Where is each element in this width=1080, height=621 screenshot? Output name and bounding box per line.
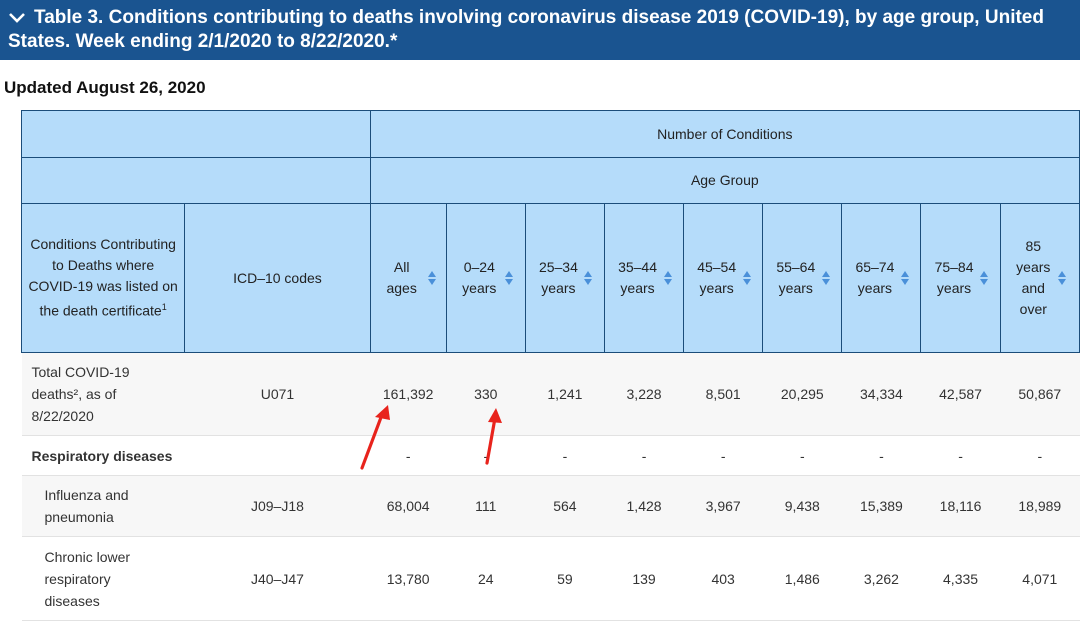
header-age-label: 35–44 years bbox=[618, 259, 658, 296]
cell-value: 50,867 bbox=[1000, 352, 1080, 436]
cell-value: 9,438 bbox=[762, 475, 842, 537]
red-arrow-annotation bbox=[360, 405, 390, 470]
table-row: Respiratory diseases - - - - - - - - - bbox=[21, 435, 1080, 476]
header-age-label: 45–54 years bbox=[697, 259, 737, 296]
cell-value: 403 bbox=[683, 536, 763, 621]
row-icd-code: U071 bbox=[184, 352, 371, 436]
sort-icon[interactable] bbox=[900, 270, 910, 286]
row-icd-code: J40–J47 bbox=[184, 536, 371, 621]
header-age-label: All ages bbox=[386, 259, 417, 296]
row-label: Respiratory diseases bbox=[21, 435, 185, 476]
sort-icon[interactable] bbox=[742, 270, 752, 286]
cell-value: 1,428 bbox=[604, 475, 684, 537]
cell-value: 330 bbox=[446, 352, 526, 436]
header-age-label: 0–24 years bbox=[462, 259, 497, 296]
cell-value: - bbox=[762, 435, 842, 476]
header-age-col[interactable]: 85 years and over bbox=[999, 203, 1080, 353]
row-icd-code: J09–J18 bbox=[184, 475, 371, 537]
cell-value: 24 bbox=[446, 536, 526, 621]
header-age-col[interactable]: 35–44 years bbox=[603, 203, 685, 353]
header-age-label: 85 years and over bbox=[1016, 238, 1051, 317]
cell-value: 4,335 bbox=[920, 536, 1001, 621]
table-row: Chronic lower respiratory diseases J40–J4… bbox=[21, 536, 1080, 621]
table-row: Total COVID-19 deaths², as of 8/22/2020 U… bbox=[21, 352, 1080, 436]
chevron-down-icon bbox=[9, 13, 25, 23]
table-row: Influenza and pneumonia J09–J18 68,004 111 5… bbox=[21, 475, 1080, 537]
cell-value: - bbox=[525, 435, 605, 476]
header-number-of-conditions: Number of Conditions bbox=[369, 110, 1080, 158]
header-age-label: 25–34 years bbox=[538, 259, 578, 296]
cell-value: - bbox=[446, 435, 526, 476]
cell-value: 15,389 bbox=[841, 475, 921, 537]
row-icd-code bbox=[184, 435, 371, 476]
cell-value: 18,116 bbox=[920, 475, 1001, 537]
conditions-table: Number of Conditions Age Group Condition… bbox=[20, 110, 1080, 621]
cell-value: 59 bbox=[525, 536, 605, 621]
sort-icon[interactable] bbox=[979, 270, 989, 286]
sort-icon[interactable] bbox=[821, 270, 831, 286]
cell-value: 13,780 bbox=[370, 536, 447, 621]
cell-value: 111 bbox=[446, 475, 526, 537]
header-age-label: 75–84 years bbox=[934, 259, 974, 296]
cell-value: 139 bbox=[604, 536, 684, 621]
header-age-group: Age Group bbox=[369, 157, 1080, 204]
header-age-label: 65–74 years bbox=[855, 259, 895, 296]
cell-value: 3,967 bbox=[683, 475, 763, 537]
cell-value: 3,228 bbox=[604, 352, 684, 436]
updated-date: Updated August 26, 2020 bbox=[4, 78, 206, 97]
cell-value: - bbox=[604, 435, 684, 476]
cell-value: 4,071 bbox=[1000, 536, 1080, 621]
header-age-col[interactable]: 25–34 years bbox=[524, 203, 605, 353]
cell-value: 18,989 bbox=[1000, 475, 1080, 537]
row-label: Influenza and pneumonia bbox=[21, 475, 185, 537]
table-title: Table 3. Conditions contributing to deat… bbox=[8, 7, 1044, 52]
header-age-col[interactable]: All ages bbox=[369, 203, 447, 353]
header-blank-2 bbox=[21, 157, 371, 204]
row-label: Total COVID-19 deaths², as of 8/22/2020 bbox=[21, 352, 185, 436]
cell-value: - bbox=[1000, 435, 1080, 476]
cell-value: 161,392 bbox=[370, 352, 447, 436]
cell-value: - bbox=[841, 435, 921, 476]
header-age-col[interactable]: 75–84 years bbox=[920, 203, 1001, 353]
cell-value: 564 bbox=[525, 475, 605, 537]
cell-value: 3,262 bbox=[841, 536, 921, 621]
cell-value: 1,486 bbox=[762, 536, 842, 621]
cell-value: - bbox=[920, 435, 1001, 476]
sort-icon[interactable] bbox=[663, 270, 673, 286]
cell-value: 20,295 bbox=[762, 352, 842, 436]
header-icd-codes: ICD–10 codes bbox=[184, 203, 371, 353]
header-age-col[interactable]: 0–24 years bbox=[445, 203, 526, 353]
sort-icon[interactable] bbox=[1057, 270, 1067, 286]
table-title-bar[interactable]: Table 3. Conditions contributing to deat… bbox=[0, 0, 1080, 60]
header-conditions: Conditions Contributing to Deaths where … bbox=[20, 203, 186, 353]
header-blank-1 bbox=[21, 110, 371, 158]
cell-value: 42,587 bbox=[920, 352, 1001, 436]
row-label: Chronic lower respiratory diseases bbox=[21, 536, 185, 621]
header-age-col[interactable]: 45–54 years bbox=[683, 203, 764, 353]
red-arrow-annotation bbox=[485, 408, 502, 465]
sort-icon[interactable] bbox=[583, 270, 593, 286]
sort-icon[interactable] bbox=[504, 270, 514, 286]
header-age-col[interactable]: 55–64 years bbox=[762, 203, 843, 353]
sort-icon[interactable] bbox=[427, 270, 437, 286]
cell-value: 34,334 bbox=[841, 352, 921, 436]
cell-value: - bbox=[683, 435, 763, 476]
header-age-col[interactable]: 65–74 years bbox=[841, 203, 922, 353]
header-age-label: 55–64 years bbox=[776, 259, 816, 296]
cell-value: 1,241 bbox=[525, 352, 605, 436]
cell-value: 8,501 bbox=[683, 352, 763, 436]
cell-value: - bbox=[370, 435, 447, 476]
cell-value: 68,004 bbox=[370, 475, 447, 537]
